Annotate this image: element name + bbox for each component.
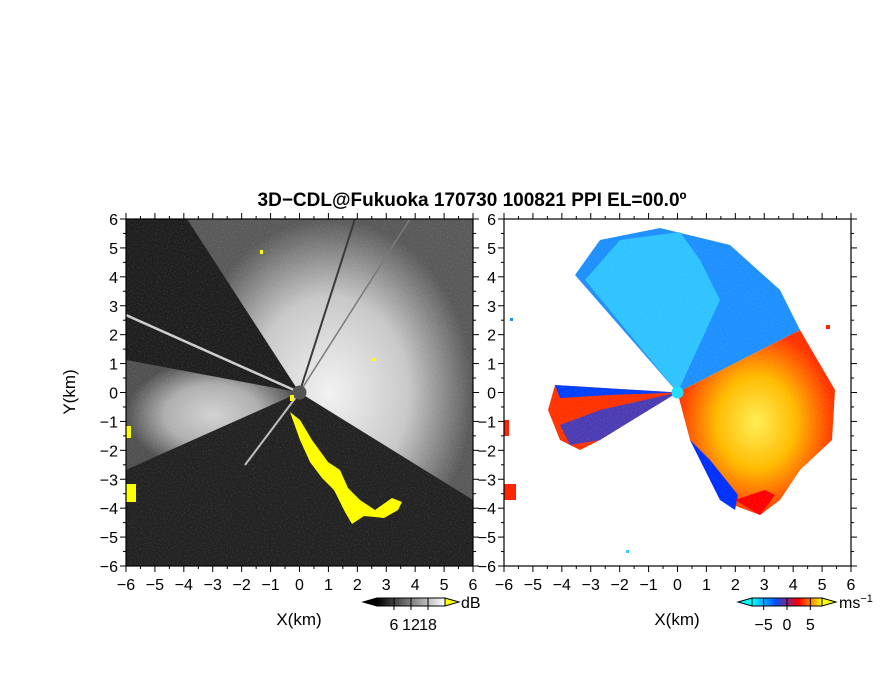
velocity-y-tick-label: −1	[478, 414, 496, 431]
velocity-x-tick-label: −6	[495, 577, 513, 594]
intensity-x-tick-label: 3	[382, 577, 391, 594]
clipped-signal-highlight	[126, 250, 402, 524]
velocity-y-tick-label: 0	[487, 386, 496, 403]
velocity-y-tick-label: 5	[487, 241, 496, 258]
intensity-colorbar-low-arrow	[361, 597, 378, 607]
velocity-xlabel: X(km)	[654, 610, 699, 629]
intensity-x-tick-label: −6	[117, 577, 135, 594]
velocity-y-tick-label: −4	[478, 501, 496, 518]
intensity-x-tick-label: 4	[411, 577, 420, 594]
intensity-axes: −6 −5 −4 −3 −2 −1 0 1 2 3 4 5 6 −6 −5 −4 −3 −2 −1 0 1 2 3 4 5 6	[100, 212, 479, 594]
velocity-colorbar-unit: ms−1	[839, 593, 873, 612]
velocity-y-tick-label: 6	[487, 212, 496, 229]
velocity-y-tick-label: −6	[478, 559, 496, 576]
velocity-field	[504, 219, 851, 566]
intensity-x-tick-label: −5	[146, 577, 164, 594]
intensity-ylabel: Y(km)	[60, 369, 79, 414]
intensity-x-tick-label: 5	[440, 577, 449, 594]
intensity-colorbar-high-arrow	[444, 597, 461, 607]
velocity-y-tick-label: 1	[487, 357, 496, 374]
intensity-x-tick-label: −2	[233, 577, 251, 594]
intensity-x-tick-label: −1	[261, 577, 279, 594]
velocity-y-tick-label: 2	[487, 328, 496, 345]
velocity-y-tick-label: −2	[478, 443, 496, 460]
velocity-x-tick-label: 4	[789, 577, 798, 594]
intensity-y-tick-label: −5	[100, 530, 118, 547]
velocity-colorbar: −5 0 5	[736, 597, 838, 634]
velocity-colorbar-tick-label: 0	[783, 617, 792, 634]
intensity-y-tick-label: 0	[109, 386, 118, 403]
intensity-field	[126, 219, 473, 566]
velocity-x-tick-label: 0	[673, 577, 682, 594]
intensity-colorbar-unit: dB	[461, 595, 481, 612]
intensity-x-tick-label: 2	[353, 577, 362, 594]
velocity-x-tick-label: −2	[611, 577, 629, 594]
intensity-x-tick-label: 6	[469, 577, 478, 594]
velocity-x-tick-label: 5	[818, 577, 827, 594]
velocity-x-tick-label: −4	[553, 577, 571, 594]
velocity-x-tick-label: −5	[524, 577, 542, 594]
velocity-x-tick-label: 2	[731, 577, 740, 594]
velocity-y-tick-label: 4	[487, 270, 496, 287]
chart-title: 3D−CDL@Fukuoka 170730 100821 PPI EL=00.0…	[258, 190, 687, 211]
velocity-x-tick-label: −3	[582, 577, 600, 594]
intensity-y-tick-label: 3	[109, 299, 118, 316]
intensity-colorbar-tick-label: 12	[402, 617, 420, 634]
velocity-axes: −6 −5 −4 −3 −2 −1 0 1 2 3 4 5 6 −6 −5 −4 −3 −2 −1 0 1 2 3 4 5 6	[478, 212, 857, 594]
velocity-colorbar-tick-label: −5	[755, 617, 773, 634]
intensity-x-tick-label: −4	[175, 577, 193, 594]
velocity-colorbar-tick-label: 5	[806, 617, 815, 634]
velocity-x-tick-label: 1	[702, 577, 711, 594]
velocity-colorbar-high-arrow	[821, 597, 838, 607]
velocity-x-tick-label: 3	[760, 577, 769, 594]
intensity-y-tick-label: 2	[109, 328, 118, 345]
velocity-panel: −6 −5 −4 −3 −2 −1 0 1 2 3 4 5 6 −6 −5 −4 −3 −2 −1 0 1 2 3 4 5 6 X…	[478, 212, 873, 634]
velocity-y-tick-label: −5	[478, 530, 496, 547]
intensity-y-tick-label: −6	[100, 559, 118, 576]
velocity-x-tick-label: 6	[847, 577, 856, 594]
velocity-colorbar-low-arrow	[736, 597, 753, 607]
intensity-x-tick-label: 0	[295, 577, 304, 594]
intensity-y-tick-label: −1	[100, 414, 118, 431]
velocity-x-tick-label: −1	[639, 577, 657, 594]
intensity-y-tick-label: −3	[100, 472, 118, 489]
intensity-y-tick-label: 6	[109, 212, 118, 229]
intensity-y-tick-label: −2	[100, 443, 118, 460]
velocity-y-tick-label: 3	[487, 299, 496, 316]
velocity-y-tick-label: −3	[478, 472, 496, 489]
intensity-colorbar: 6 12 18	[361, 597, 461, 634]
intensity-xlabel: X(km)	[276, 610, 321, 629]
intensity-y-tick-label: 4	[109, 270, 118, 287]
intensity-y-tick-label: 5	[109, 241, 118, 258]
intensity-x-tick-label: −3	[204, 577, 222, 594]
intensity-colorbar-tick-label: 18	[419, 617, 437, 634]
intensity-colorbar-tick-label: 6	[390, 617, 399, 634]
intensity-y-tick-label: −4	[100, 501, 118, 518]
intensity-y-tick-label: 1	[109, 357, 118, 374]
intensity-x-tick-label: 1	[324, 577, 333, 594]
